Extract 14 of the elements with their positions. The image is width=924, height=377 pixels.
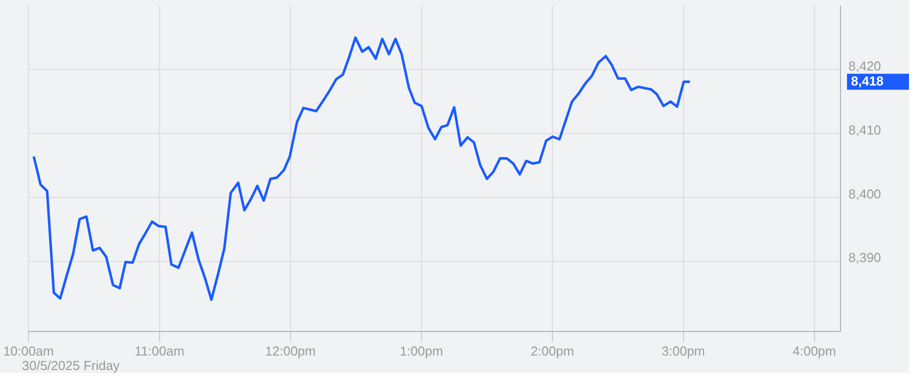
x-tick-label: 1:00pm xyxy=(400,344,444,358)
text: 30/5/2025 Friday xyxy=(22,358,120,373)
line-series xyxy=(32,36,692,301)
text: 8,418 xyxy=(851,74,884,89)
x-tick-label: 12:00pm xyxy=(265,344,316,358)
y-tick-label: 8,410 xyxy=(848,122,882,138)
y-tick-label: 8,400 xyxy=(848,186,882,202)
x-tick-label: 3:00pm xyxy=(662,344,706,358)
x-tick-label: 10:00am xyxy=(3,344,54,358)
y-tick-label: 8,390 xyxy=(848,250,882,266)
x-tick-label: 4:00pm xyxy=(792,344,836,358)
y-tick-label: 8,420 xyxy=(848,58,882,74)
x-tick-label: 11:00am xyxy=(134,344,184,358)
x-tick-label: 2:00pm xyxy=(530,344,574,358)
